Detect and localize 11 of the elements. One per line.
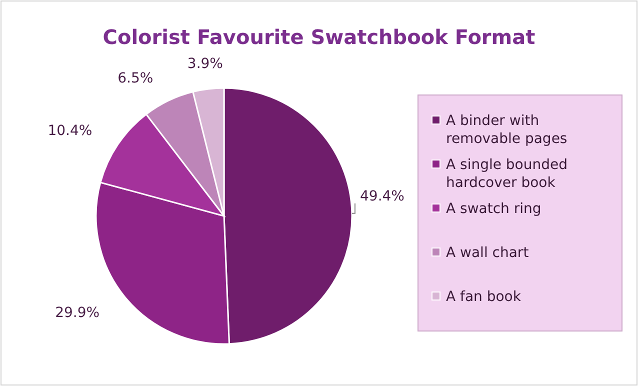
data-label: 10.4%	[48, 123, 92, 140]
data-label: 3.9%	[187, 56, 223, 72]
legend-label: A fan book	[446, 289, 522, 305]
legend-label: A swatch ring	[446, 201, 542, 217]
legend-label: A binder with removable pages	[446, 113, 568, 147]
chart-title: Colorist Favourite Swatchbook Format	[102, 25, 536, 49]
data-label: 49.4%	[360, 188, 404, 204]
data-label: 29.9%	[55, 305, 100, 322]
legend-label: A wall chart	[446, 245, 530, 261]
data-label: 6.5%	[118, 70, 154, 86]
legend-label: A single bounded hardcover book	[446, 157, 568, 191]
